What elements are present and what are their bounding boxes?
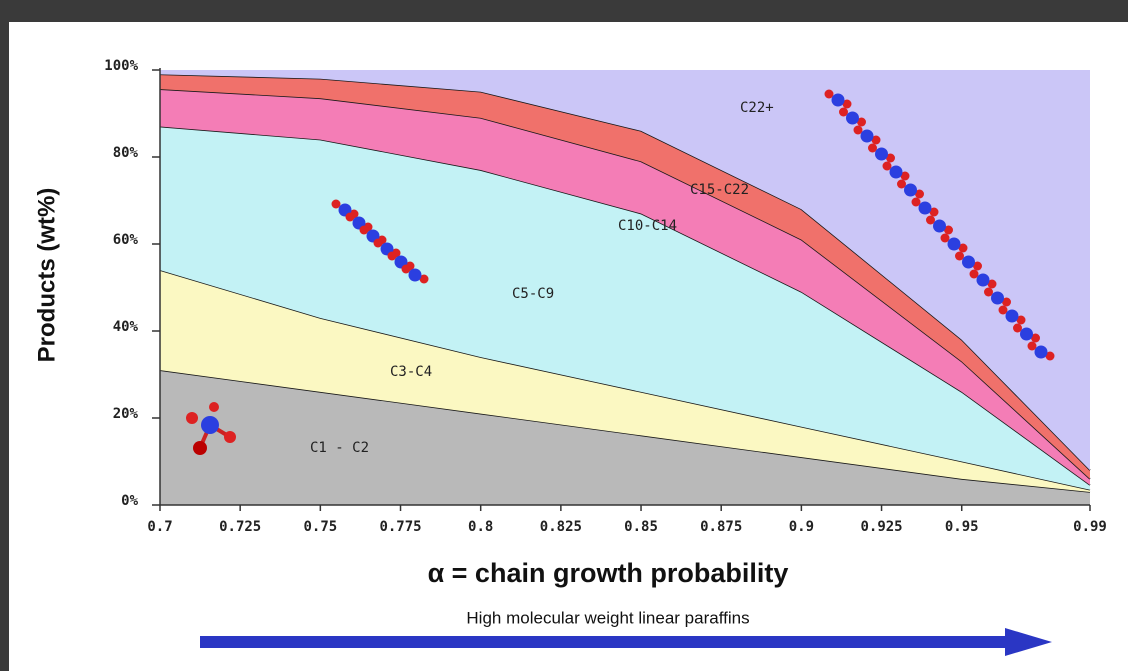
atom: [854, 126, 863, 135]
atom: [201, 416, 219, 434]
x-tick-label: 0.8: [468, 519, 493, 535]
atom: [186, 412, 198, 424]
atom: [224, 431, 236, 443]
atom: [360, 226, 369, 235]
x-tick-label: 0.9: [789, 519, 814, 535]
atom: [919, 202, 932, 215]
atom: [948, 238, 961, 251]
atom: [1035, 346, 1048, 359]
atom: [890, 166, 903, 179]
y-tick-label: 100%: [104, 58, 138, 74]
atom: [1006, 310, 1019, 323]
annotation: High molecular weight linear paraffins: [466, 608, 749, 627]
y-tick-label: 20%: [113, 406, 139, 422]
x-axis-label: α = chain growth probability: [428, 558, 789, 588]
atom: [374, 239, 383, 248]
atom: [332, 200, 341, 209]
atom: [1013, 324, 1022, 333]
x-tick-label: 0.95: [945, 519, 979, 535]
atom: [999, 306, 1008, 315]
x-tick-label: 0.875: [700, 519, 742, 535]
atom: [832, 94, 845, 107]
atom: [388, 252, 397, 261]
atom: [926, 216, 935, 225]
series-label: C22+: [740, 100, 774, 116]
atom: [825, 90, 834, 99]
atom: [861, 130, 874, 143]
y-tick-label: 40%: [113, 319, 139, 335]
x-tick-label: 0.85: [624, 519, 658, 535]
screenshot: C1 - C2 C3-C4 C5-C9 C10-C14 C15-C22 C22+ 0% 20%…: [0, 0, 1128, 671]
atom: [970, 270, 979, 279]
plot: C1 - C2 C3-C4 C5-C9 C10-C14 C15-C22 C22+ 0% 20%…: [104, 58, 1107, 535]
y-tick-label: 60%: [113, 232, 139, 248]
series-label: C3-C4: [390, 364, 432, 380]
x-tick-label: 0.775: [379, 519, 421, 535]
series-label: C5-C9: [512, 286, 554, 302]
x-tick-label: 0.825: [540, 519, 582, 535]
atom: [846, 112, 859, 125]
atom: [933, 220, 946, 233]
atom: [897, 180, 906, 189]
atom: [875, 148, 888, 161]
x-tick-label: 0.7: [147, 519, 172, 535]
series-label: C1 - C2: [310, 440, 369, 456]
atom: [962, 256, 975, 269]
atom: [883, 162, 892, 171]
atom: [991, 292, 1004, 305]
x-tick-label: 0.99: [1073, 519, 1107, 535]
series-label: C10-C14: [618, 218, 677, 234]
atom: [984, 288, 993, 297]
atom: [1020, 328, 1033, 341]
x-tick-label: 0.75: [303, 519, 337, 535]
atom: [1028, 342, 1037, 351]
y-tick-label: 80%: [113, 145, 139, 161]
atom: [868, 144, 877, 153]
atom: [839, 108, 848, 117]
y-tick-label: 0%: [121, 493, 138, 509]
atom: [912, 198, 921, 207]
atom: [955, 252, 964, 261]
atom: [402, 265, 411, 274]
atom: [904, 184, 917, 197]
y-axis-label: Products (wt%): [33, 188, 60, 363]
atom: [209, 402, 219, 412]
x-tick-label: 0.925: [860, 519, 902, 535]
atom: [941, 234, 950, 243]
atom: [977, 274, 990, 287]
x-tick-label: 0.725: [219, 519, 261, 535]
atom: [193, 441, 207, 455]
atom: [409, 269, 422, 282]
atom: [346, 213, 355, 222]
series-label: C15-C22: [690, 182, 749, 198]
